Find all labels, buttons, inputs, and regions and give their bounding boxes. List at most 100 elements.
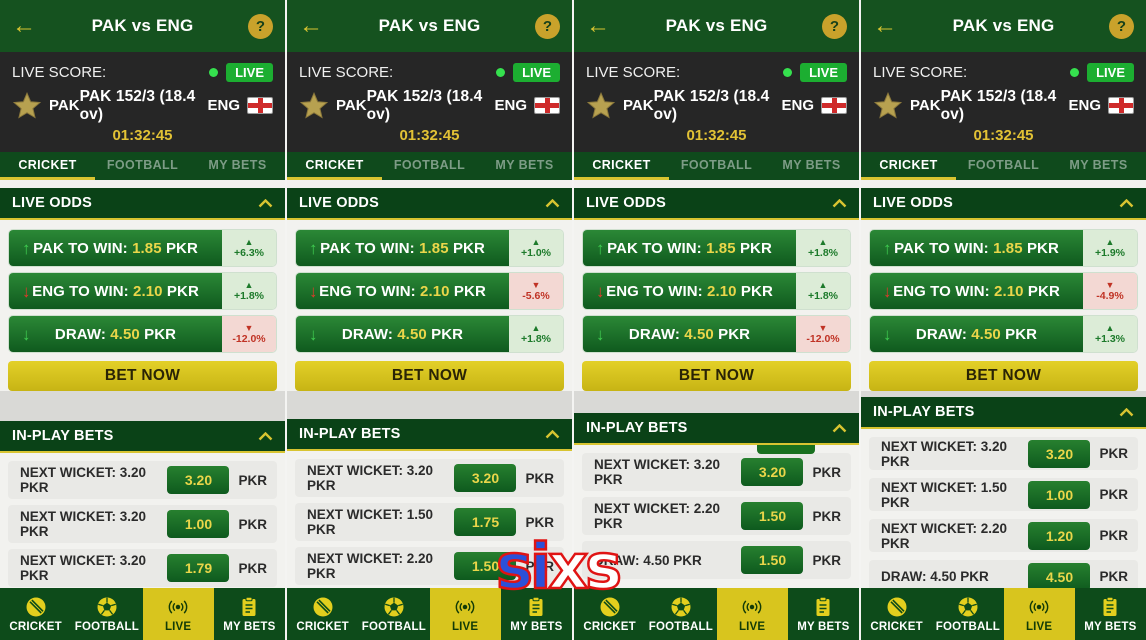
tab-cricket[interactable]: CRICKET [0,152,95,180]
odds-row[interactable]: ↓ ENG TO WIN: 2.10 PKR ▼ -5.6% [295,272,564,310]
tab-football[interactable]: FOOTBALL [393,157,466,172]
trend-arrow-icon: ↑ [309,238,318,258]
bet-odds-badge[interactable]: 4.50 [1028,562,1091,588]
back-arrow-icon[interactable]: ← [299,12,323,39]
bet-odds-badge[interactable]: 1.50 [454,552,517,580]
tab-mybets[interactable]: MY BETS [208,157,267,172]
in-play-header[interactable]: IN-PLAY BETS [574,413,859,445]
in-play-header[interactable]: IN-PLAY BETS [287,419,572,451]
nav-live[interactable]: LIVE [429,588,501,640]
tab-mybets[interactable]: MY BETS [782,157,841,172]
match-timer: 01:32:45 [686,127,747,144]
nav-football[interactable]: FOOTBALL [932,588,1003,640]
tab-football[interactable]: FOOTBALL [680,157,753,172]
odds-row[interactable]: ↓ ENG TO WIN: 2.10 PKR ▼ -4.9% [869,272,1138,310]
help-icon[interactable]: ? [822,13,847,39]
nav-live[interactable]: LIVE [142,588,214,640]
odds-row[interactable]: ↓ DRAW: 4.50 PKR ▲ +1.3% [869,315,1138,353]
odds-row[interactable]: ↓ DRAW: 4.50 PKR ▼ -12.0% [582,315,851,353]
bet-odds-badge[interactable]: 1.00 [1028,480,1091,509]
nav-live[interactable]: LIVE [716,588,788,640]
tab-cricket[interactable]: CRICKET [574,152,669,180]
odds-row[interactable]: ↑ PAK TO WIN: 1.85 PKR ▲ +1.0% [295,229,564,267]
odds-label: DRAW: [915,325,967,343]
live-odds-header[interactable]: LIVE ODDS [861,188,1146,220]
bet-odds-badge[interactable]: 3.20 [741,458,804,486]
bet-row[interactable]: NEXT WICKET: 3.20 PKR 1.00 PKR [8,505,277,543]
bet-row[interactable]: DRAW: 4.50 PKR 1.50 PKR [582,541,851,579]
back-arrow-icon[interactable]: ← [586,12,610,39]
bet-row[interactable]: NEXT WICKET: 3.20 PKR 3.20 PKR [295,459,564,497]
odds-row[interactable]: ↓ DRAW: 4.50 PKR ▲ +1.8% [295,315,564,353]
bet-row[interactable]: NEXT WICKET: 1.50 PKR 1.00 PKR [869,478,1138,511]
tab-bar: CRICKET FOOTBALL MY BETS [0,152,285,180]
in-play-title: IN-PLAY BETS [12,428,114,444]
in-play-header[interactable]: IN-PLAY BETS [0,421,285,453]
nav-football[interactable]: FOOTBALL [645,588,716,640]
bet-odds-badge[interactable]: 1.75 [454,508,517,536]
live-odds-header[interactable]: LIVE ODDS [574,188,859,220]
tab-football[interactable]: FOOTBALL [967,157,1040,172]
nav-cricket[interactable]: CRICKET [861,588,932,640]
nav-mybets[interactable]: MY BETS [214,588,285,640]
section-gap [287,391,572,419]
bet-row[interactable]: NEXT WICKET: 2.20 PKR 1.50 PKR [582,497,851,535]
nav-cricket[interactable]: CRICKET [574,588,645,640]
bet-row[interactable]: NEXT WICKET: 2.20 PKR 1.20 PKR [869,519,1138,552]
live-indicator: LIVE [1070,62,1134,82]
tab-cricket[interactable]: CRICKET [287,152,382,180]
tab-mybets[interactable]: MY BETS [495,157,554,172]
bet-now-button[interactable]: BET NOW [8,361,277,391]
bet-odds-badge[interactable]: 1.50 [741,502,804,530]
change-percent: +1.8% [520,333,552,346]
bet-odds-badge[interactable]: 3.20 [454,464,517,492]
bet-odds-badge[interactable]: 3.20 [167,466,230,494]
back-arrow-icon[interactable]: ← [12,12,36,39]
tab-mybets[interactable]: MY BETS [1069,157,1128,172]
bet-odds-badge[interactable]: 1.00 [167,510,230,538]
nav-cricket[interactable]: CRICKET [0,588,71,640]
bet-now-button[interactable]: BET NOW [582,361,851,391]
bet-odds-badge[interactable]: 1.20 [1028,521,1091,550]
live-odds-header[interactable]: LIVE ODDS [287,188,572,220]
help-icon[interactable]: ? [535,13,560,39]
odds-row[interactable]: ↑ PAK TO WIN: 1.85 PKR ▲ +6.3% [8,229,277,267]
nav-live[interactable]: LIVE [1003,588,1075,640]
bet-row[interactable]: NEXT WICKET: 3.20 PKR 3.20 PKR [582,453,851,491]
odds-text: ENG TO WIN: 2.10 PKR [9,283,222,300]
odds-row[interactable]: ↓ DRAW: 4.50 PKR ▼ -12.0% [8,315,277,353]
tab-cricket[interactable]: CRICKET [861,152,956,180]
in-play-header[interactable]: IN-PLAY BETS [861,397,1146,429]
bet-now-button[interactable]: BET NOW [869,361,1138,391]
odds-row[interactable]: ↓ ENG TO WIN: 2.10 PKR ▲ +1.8% [8,272,277,310]
nav-football[interactable]: FOOTBALL [358,588,429,640]
bet-row[interactable]: NEXT WICKET: 3.20 PKR 3.20 PKR [8,461,277,499]
bet-now-button[interactable]: BET NOW [295,361,564,391]
odds-row[interactable]: ↓ ENG TO WIN: 2.10 PKR ▲ +1.8% [582,272,851,310]
tab-football[interactable]: FOOTBALL [106,157,179,172]
bet-odds-badge[interactable]: 1.79 [167,554,230,582]
live-odds-header[interactable]: LIVE ODDS [0,188,285,220]
nav-football[interactable]: FOOTBALL [71,588,142,640]
odds-row[interactable]: ↑ PAK TO WIN: 1.85 PKR ▲ +1.8% [582,229,851,267]
odds-row[interactable]: ↑ PAK TO WIN: 1.85 PKR ▲ +1.9% [869,229,1138,267]
nav-mybets[interactable]: MY BETS [1075,588,1146,640]
nav-mybets[interactable]: MY BETS [788,588,859,640]
help-icon[interactable]: ? [1109,13,1134,39]
bet-odds-badge[interactable]: 3.20 [1028,439,1091,468]
nav-label: LIVE [451,621,479,633]
odds-value: 4.50 [110,325,140,343]
back-arrow-icon[interactable]: ← [873,12,897,39]
bet-row[interactable]: NEXT WICKET: 2.20 PKR 1.50 PKR [295,547,564,585]
odds-currency: PKR [165,239,198,257]
bet-row[interactable]: DRAW: 4.50 PKR 4.50 PKR [869,560,1138,588]
bet-row[interactable]: NEXT WICKET: 1.50 PKR 1.75 PKR [295,503,564,541]
bet-row[interactable]: NEXT WICKET: 3.20 PKR 3.20 PKR [869,437,1138,470]
change-triangle-icon: ▲ [1105,322,1115,333]
odds-text: PAK TO WIN: 1.85 PKR [9,240,222,257]
help-icon[interactable]: ? [248,13,273,39]
bet-row[interactable]: NEXT WICKET: 3.20 PKR 1.79 PKR [8,549,277,587]
bet-odds-badge[interactable]: 1.50 [741,546,804,574]
nav-mybets[interactable]: MY BETS [501,588,572,640]
nav-cricket[interactable]: CRICKET [287,588,358,640]
